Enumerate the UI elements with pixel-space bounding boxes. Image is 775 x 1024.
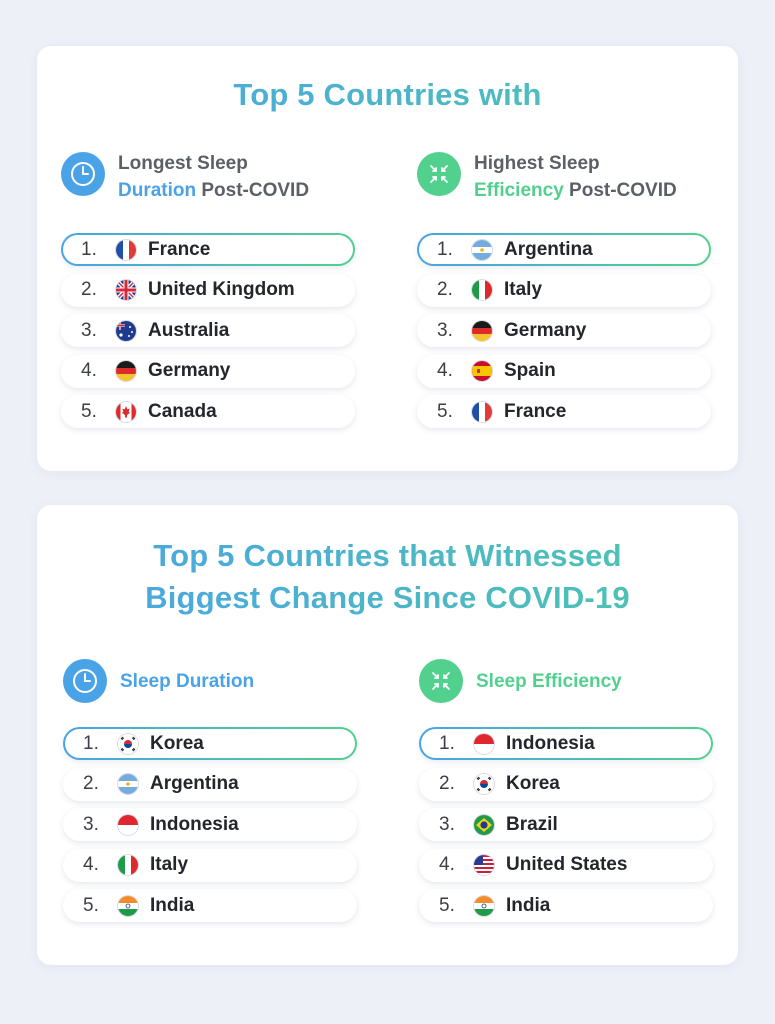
column-heading: Sleep Efficiency xyxy=(476,671,622,692)
indonesia-flag-icon xyxy=(474,733,494,754)
india-flag-icon xyxy=(474,895,494,916)
list-item: 5. France xyxy=(417,395,711,428)
argentina-flag-icon xyxy=(472,239,492,260)
list-item: 2. United Kingdom xyxy=(61,273,355,307)
biggest-change-card: Top 5 Countries that Witnessed Biggest C… xyxy=(37,505,738,965)
list-item: 3. Germany xyxy=(417,314,711,347)
list-item: 2. Argentina xyxy=(63,767,357,801)
list-item: 4. United States xyxy=(419,848,713,882)
list-item: 2. Korea xyxy=(419,767,713,801)
list-item: 5. India xyxy=(63,889,357,922)
list-item: 4. Germany xyxy=(61,354,355,388)
italy-flag-icon xyxy=(472,280,492,300)
column-header: Sleep Duration xyxy=(63,653,357,711)
column-heading: Highest Sleep Efficiency Post-COVID xyxy=(474,153,677,201)
ranking-list: 1. Indonesia 2. Korea 3. Brazil 4. Unite… xyxy=(419,727,713,930)
indonesia-flag-icon xyxy=(118,814,138,835)
india-flag-icon xyxy=(118,895,138,916)
column-heading: Longest Sleep Duration Post-COVID xyxy=(118,153,310,201)
list-item: 3. Brazil xyxy=(419,808,713,841)
list-item: 1. Argentina xyxy=(417,233,711,266)
column-heading: Sleep Duration xyxy=(120,671,255,692)
usa-flag-icon xyxy=(474,855,494,875)
list-item: 5. Canada xyxy=(61,395,355,428)
australia-flag-icon xyxy=(116,320,136,341)
section-title: Top 5 Countries that Witnessed Biggest C… xyxy=(37,535,738,619)
ranking-list: 1. France 2. United Kingdom 3. Australia… xyxy=(61,233,355,436)
clock-icon xyxy=(63,659,107,703)
canada-flag-icon xyxy=(116,401,136,422)
korea-flag-icon xyxy=(474,774,494,794)
list-item: 1. Indonesia xyxy=(419,727,713,760)
korea-flag-icon xyxy=(118,733,138,754)
column-header: Sleep Efficiency xyxy=(419,653,713,711)
france-flag-icon xyxy=(116,239,136,260)
section-title: Top 5 Countries with xyxy=(37,74,738,116)
ranking-list: 1. Korea 2. Argentina 3. Indonesia 4. It… xyxy=(63,727,357,930)
ranking-list: 1. Argentina 2. Italy 3. Germany 4. Spai… xyxy=(417,233,711,436)
arrows-inward-icon xyxy=(417,152,461,196)
list-item: 4. Spain xyxy=(417,354,711,388)
list-item: 4. Italy xyxy=(63,848,357,882)
column-header: Longest Sleep Duration Post-COVID xyxy=(61,146,355,204)
uk-flag-icon xyxy=(116,280,136,300)
list-item: 2. Italy xyxy=(417,273,711,307)
germany-flag-icon xyxy=(116,361,136,381)
italy-flag-icon xyxy=(118,855,138,875)
germany-flag-icon xyxy=(472,320,492,341)
column-header: Highest Sleep Efficiency Post-COVID xyxy=(417,146,711,204)
brazil-flag-icon xyxy=(474,814,494,835)
list-item: 3. Indonesia xyxy=(63,808,357,841)
arrows-inward-icon xyxy=(419,659,463,703)
list-item: 3. Australia xyxy=(61,314,355,347)
list-item: 1. France xyxy=(61,233,355,266)
france-flag-icon xyxy=(472,401,492,422)
clock-icon xyxy=(61,152,105,196)
list-item: 5. India xyxy=(419,889,713,922)
list-item: 1. Korea xyxy=(63,727,357,760)
spain-flag-icon xyxy=(472,361,492,381)
top-countries-card: Top 5 Countries with Longest Sleep Durat… xyxy=(37,46,738,471)
argentina-flag-icon xyxy=(118,774,138,794)
